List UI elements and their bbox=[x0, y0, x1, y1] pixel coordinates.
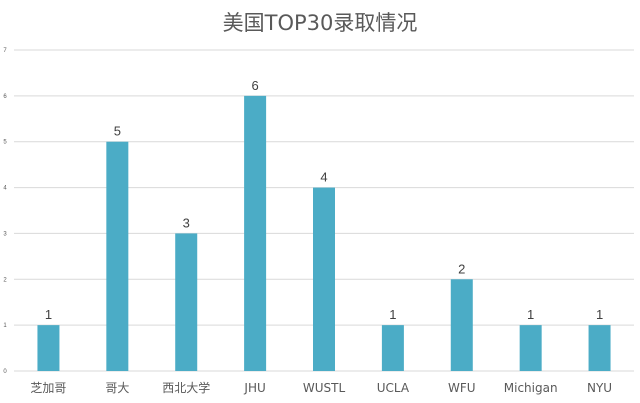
chart-title: 美国TOP30录取情况 bbox=[223, 11, 418, 35]
data-labels: 1 5 3 6 4 1 2 1 1 bbox=[45, 78, 603, 322]
x-category-label: 西北大学 bbox=[162, 380, 210, 395]
x-category-label: 哥大 bbox=[105, 381, 129, 395]
bar-data-label: 1 bbox=[596, 307, 603, 322]
y-tick-label: 0 bbox=[3, 369, 7, 375]
bar-data-label: 4 bbox=[320, 170, 327, 185]
x-axis-category-labels: 芝加哥 哥大 西北大学 JHU WUSTL UCLA WFU Michigan NYU bbox=[30, 380, 612, 395]
x-category-label: WFU bbox=[448, 381, 476, 395]
bar bbox=[588, 325, 611, 371]
y-tick-label: 4 bbox=[3, 186, 7, 192]
bar-data-label: 1 bbox=[45, 307, 52, 322]
bar-data-label: 1 bbox=[389, 307, 396, 322]
x-category-label: UCLA bbox=[377, 381, 410, 395]
y-tick-label: 6 bbox=[3, 94, 7, 100]
bar bbox=[244, 95, 267, 371]
bar bbox=[175, 233, 198, 371]
y-tick-label: 1 bbox=[3, 323, 7, 329]
y-tick-label: 3 bbox=[3, 231, 7, 237]
bar bbox=[519, 325, 542, 371]
bars bbox=[37, 95, 611, 371]
x-category-label: 芝加哥 bbox=[30, 380, 66, 395]
x-category-label: NYU bbox=[587, 381, 612, 395]
bar-data-label: 6 bbox=[251, 78, 258, 93]
bar bbox=[313, 187, 335, 371]
bar bbox=[381, 325, 404, 371]
x-category-label: Michigan bbox=[504, 381, 558, 395]
x-category-label: JHU bbox=[243, 381, 265, 395]
bar-data-label: 2 bbox=[458, 261, 465, 276]
bar bbox=[106, 141, 129, 371]
x-category-label: WUSTL bbox=[303, 381, 346, 395]
bar-data-label: 3 bbox=[183, 215, 190, 230]
bar bbox=[450, 279, 473, 371]
bar bbox=[37, 325, 60, 371]
y-tick-label: 2 bbox=[3, 277, 7, 283]
y-axis-tick-labels: 0 1 2 3 4 5 6 7 bbox=[3, 48, 7, 375]
y-tick-label: 7 bbox=[3, 48, 7, 54]
bar-data-label: 1 bbox=[527, 307, 534, 322]
bar-data-label: 5 bbox=[114, 124, 121, 139]
y-tick-label: 5 bbox=[3, 140, 7, 146]
